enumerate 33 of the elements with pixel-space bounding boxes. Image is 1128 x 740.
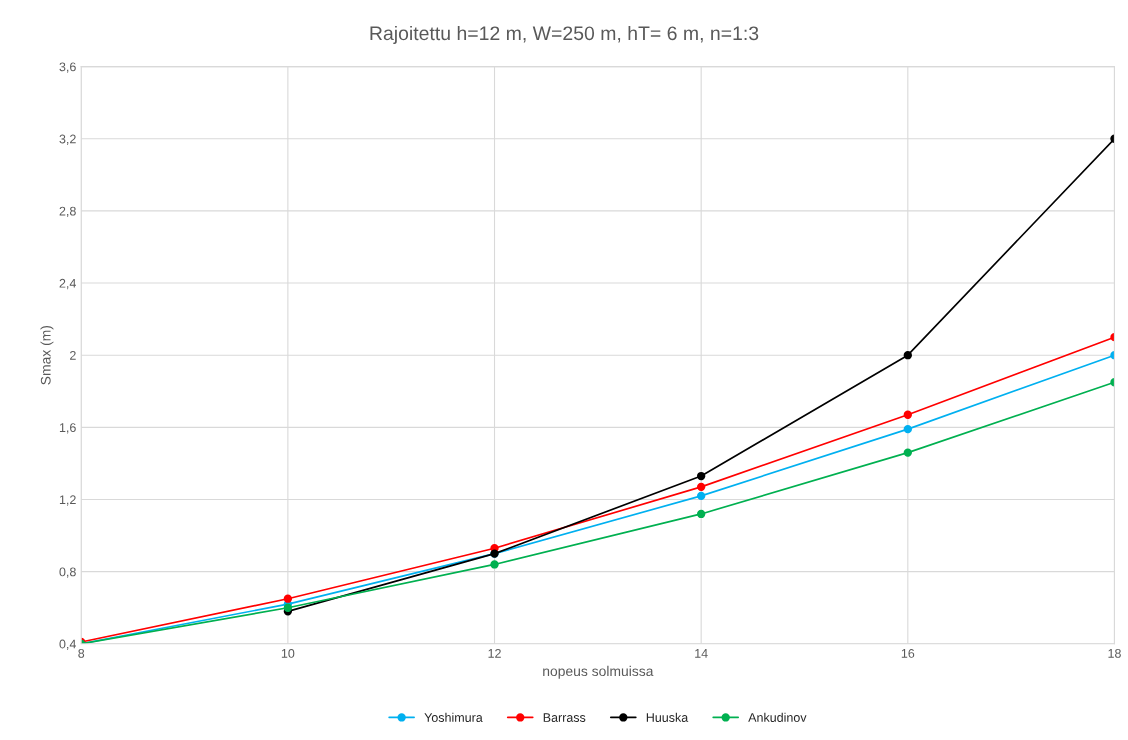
y-tick-label: 3,6: [59, 62, 76, 73]
x-tick-label: 10: [281, 648, 295, 658]
x-tick-label: 14: [695, 649, 708, 658]
point: [903, 424, 912, 434]
legend-label: Yoshimura: [424, 712, 483, 722]
legend-label: Ankudinov: [748, 712, 807, 722]
point: [283, 603, 293, 612]
point: [490, 560, 499, 569]
point: [697, 482, 706, 492]
point: [697, 471, 706, 481]
x-axis-title: nopeus solmuissa: [543, 665, 654, 679]
x-tick-label: 12: [488, 648, 501, 658]
point: [697, 491, 706, 501]
y-tick-label: 1,6: [59, 423, 76, 434]
point: [903, 410, 912, 419]
legend-label: Barrass: [543, 713, 586, 722]
y-tick-label: 3,2: [59, 134, 76, 145]
x-tick-label: 8: [78, 648, 85, 658]
y-tick-label: 1,2: [59, 495, 76, 506]
legend-label: Huuska: [646, 712, 689, 722]
y-tick-label: 0,8: [59, 567, 76, 578]
y-axis-title: Smax (m): [40, 325, 54, 385]
y-tick-label: 2,4: [59, 278, 76, 290]
x-tick-label: 16: [901, 648, 915, 658]
x-tick-label: 18: [1108, 648, 1121, 658]
y-tick-label: 0,4: [59, 639, 76, 650]
y-tick-label: 2,8: [59, 206, 76, 218]
point: [283, 594, 293, 603]
y-tick-label: 2: [70, 351, 76, 360]
point: [903, 351, 912, 360]
point: [903, 448, 912, 457]
point: [697, 509, 706, 519]
chart-title: Rajoitettu h=12 m, W=250 m, hT= 6 m, n=1:3: [370, 25, 759, 45]
